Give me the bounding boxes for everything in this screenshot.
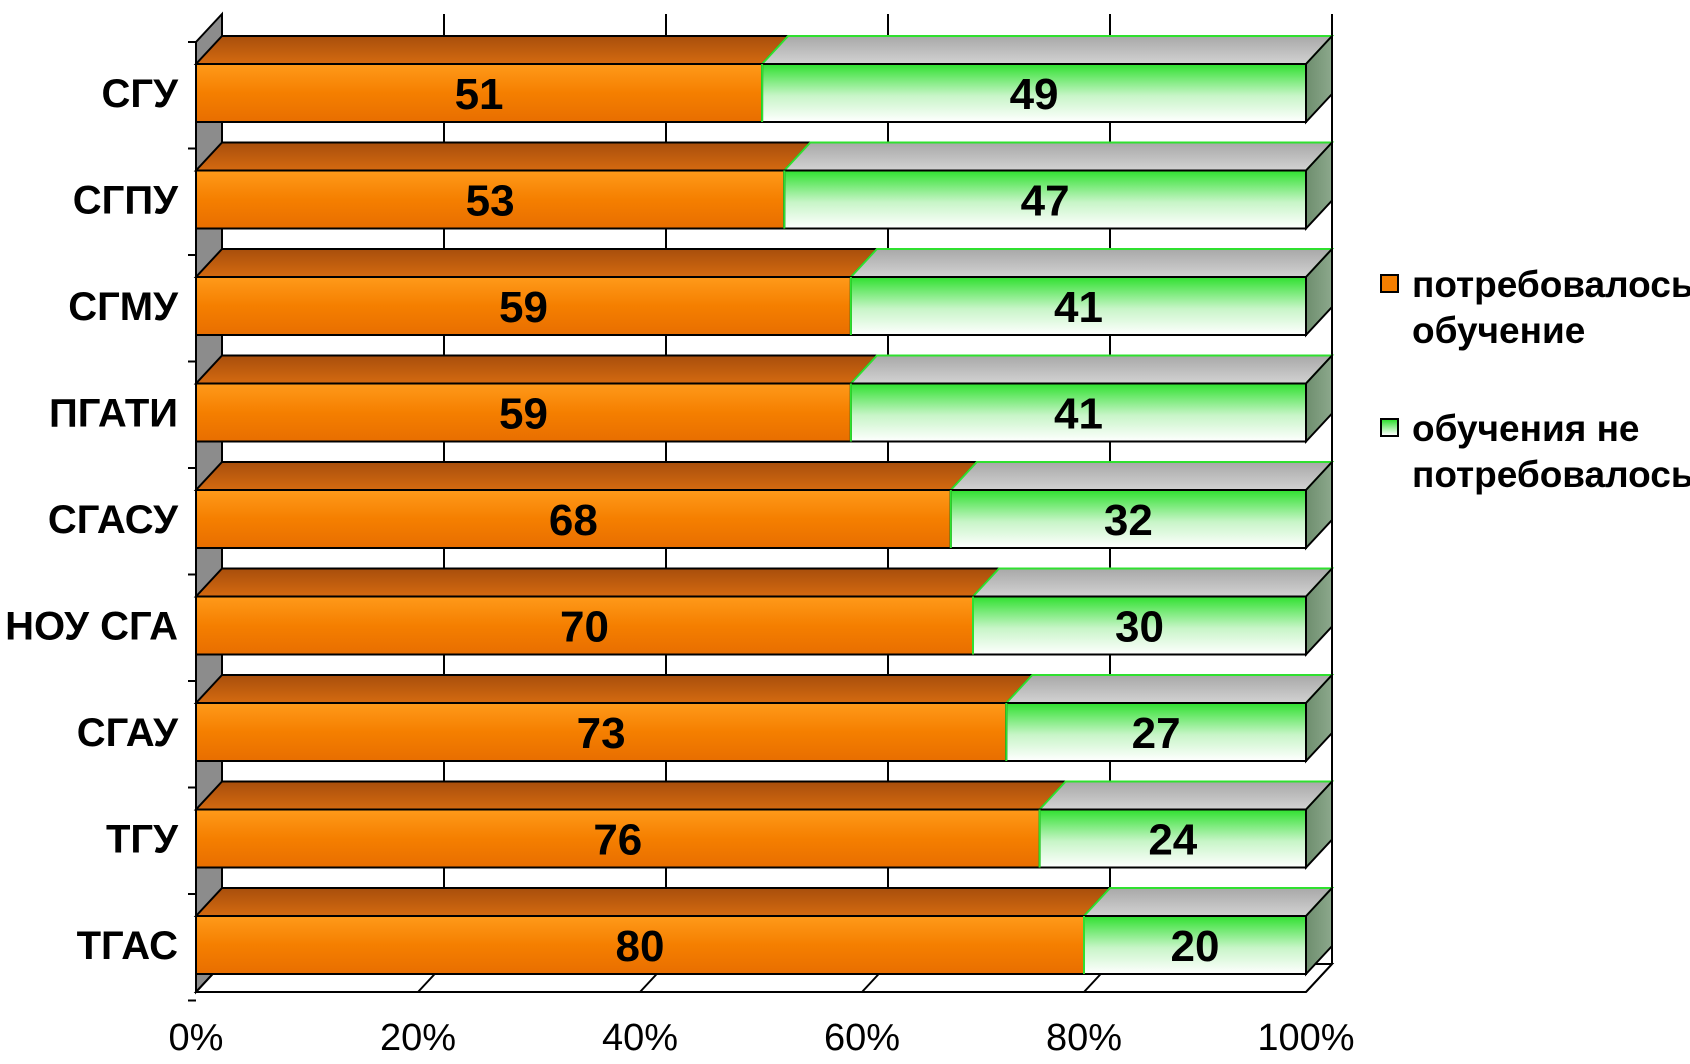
bar-top-series-2 bbox=[848, 248, 1335, 278]
bar-series-2 bbox=[972, 595, 1307, 656]
bar-top-series-1 bbox=[193, 248, 880, 278]
bar-top-series-1 bbox=[193, 674, 1035, 704]
legend-item-series-2: обучения не потребовалось bbox=[1380, 406, 1690, 498]
bar-group-7: 73 27 bbox=[193, 672, 1335, 764]
bar-top-series-1 bbox=[193, 35, 791, 65]
legend-label-series-1: потребовалось обучение bbox=[1412, 264, 1690, 351]
legend-swatch-green bbox=[1380, 418, 1399, 437]
x-tick-label: 100% bbox=[1257, 1017, 1354, 1059]
category-label: ТГУ bbox=[106, 818, 179, 862]
bar-series-2 bbox=[1083, 915, 1307, 975]
bar-group-8: 76 24 bbox=[193, 778, 1335, 871]
bar-top-series-2 bbox=[970, 567, 1335, 598]
bar-group-1: 51 49 bbox=[193, 33, 1335, 125]
bar-top-series-1 bbox=[193, 461, 980, 491]
category-label: СГАСУ bbox=[48, 498, 179, 542]
data-label-series-1: 59 bbox=[499, 283, 548, 332]
bar-top-series-1 bbox=[193, 141, 813, 172]
data-label-series-2: 20 bbox=[1171, 922, 1220, 971]
bar-group-4: 59 41 bbox=[193, 352, 1335, 445]
bar-top-series-2 bbox=[1081, 887, 1335, 917]
x-tick-label: 40% bbox=[602, 1017, 678, 1059]
bar-series-2 bbox=[1005, 702, 1307, 762]
bar-top-series-1 bbox=[193, 780, 1068, 811]
data-label-series-1: 68 bbox=[549, 496, 598, 545]
category-label: НОУ СГА bbox=[5, 605, 178, 649]
bar-top-series-2 bbox=[1004, 674, 1335, 704]
bar-top-series-2 bbox=[948, 461, 1335, 491]
data-label-series-2: 27 bbox=[1132, 709, 1181, 758]
bar-series-1 bbox=[195, 382, 852, 443]
x-tick-label: 60% bbox=[824, 1017, 900, 1059]
data-label-series-2: 41 bbox=[1054, 390, 1103, 439]
data-label-series-1: 59 bbox=[499, 390, 548, 439]
data-label-series-1: 70 bbox=[560, 603, 609, 652]
bar-group-2: 53 47 bbox=[193, 139, 1335, 232]
bar-group-5: 68 32 bbox=[193, 459, 1335, 551]
data-label-series-1: 80 bbox=[616, 922, 665, 971]
bar-series-2 bbox=[761, 63, 1307, 123]
data-label-series-2: 30 bbox=[1115, 603, 1164, 652]
data-label-series-2: 41 bbox=[1054, 283, 1103, 332]
x-tick-label: 0% bbox=[169, 1017, 224, 1059]
bar-top-series-1 bbox=[193, 354, 880, 385]
x-tick-label: 20% bbox=[380, 1017, 456, 1059]
category-label: СГМУ bbox=[68, 285, 179, 329]
data-label-series-1: 73 bbox=[577, 709, 626, 758]
bar-group-9: 80 20 bbox=[193, 885, 1335, 977]
category-label: СГПУ bbox=[73, 179, 179, 223]
bar-series-2 bbox=[949, 489, 1307, 549]
bar-top-series-1 bbox=[193, 887, 1113, 917]
category-label: ТГАС bbox=[77, 924, 178, 968]
legend-item-series-1: потребовалось обучение bbox=[1380, 262, 1690, 354]
legend-label-series-2: обучения не потребовалось bbox=[1412, 408, 1690, 495]
bar-series-1 bbox=[195, 276, 852, 336]
bar-series-2 bbox=[783, 169, 1307, 230]
floor-line-5 bbox=[1305, 963, 1333, 993]
bar-top-series-2 bbox=[759, 35, 1335, 65]
bar-series-1 bbox=[195, 915, 1085, 975]
bar-top-series-2 bbox=[782, 141, 1335, 172]
data-label-series-2: 32 bbox=[1104, 496, 1153, 545]
data-label-series-1: 51 bbox=[455, 70, 504, 119]
bar-group-6: 70 30 bbox=[193, 565, 1335, 658]
category-label: СГУ bbox=[102, 72, 180, 116]
data-label-series-2: 47 bbox=[1021, 177, 1070, 226]
data-label-series-1: 53 bbox=[466, 177, 515, 226]
legend: потребовалось обучение обучения не потре… bbox=[1380, 262, 1690, 550]
x-tick-label: 80% bbox=[1046, 1017, 1122, 1059]
category-label: ПГАТИ bbox=[49, 392, 178, 436]
bar-top-series-2 bbox=[848, 354, 1335, 385]
bar-top-series-2 bbox=[1037, 780, 1335, 811]
data-label-series-2: 24 bbox=[1148, 816, 1197, 865]
bar-series-2 bbox=[1038, 808, 1307, 869]
bar-series-2 bbox=[849, 276, 1308, 336]
data-label-series-2: 49 bbox=[1010, 70, 1059, 119]
data-label-series-1: 76 bbox=[593, 816, 642, 865]
legend-swatch-orange bbox=[1380, 274, 1399, 293]
bar-series-1 bbox=[195, 169, 786, 230]
bar-series-2 bbox=[849, 382, 1308, 443]
category-label: СГАУ bbox=[77, 711, 179, 755]
bar-top-series-1 bbox=[193, 567, 1002, 598]
bar-group-3: 59 41 bbox=[193, 246, 1335, 338]
bar-series-1 bbox=[195, 808, 1041, 869]
